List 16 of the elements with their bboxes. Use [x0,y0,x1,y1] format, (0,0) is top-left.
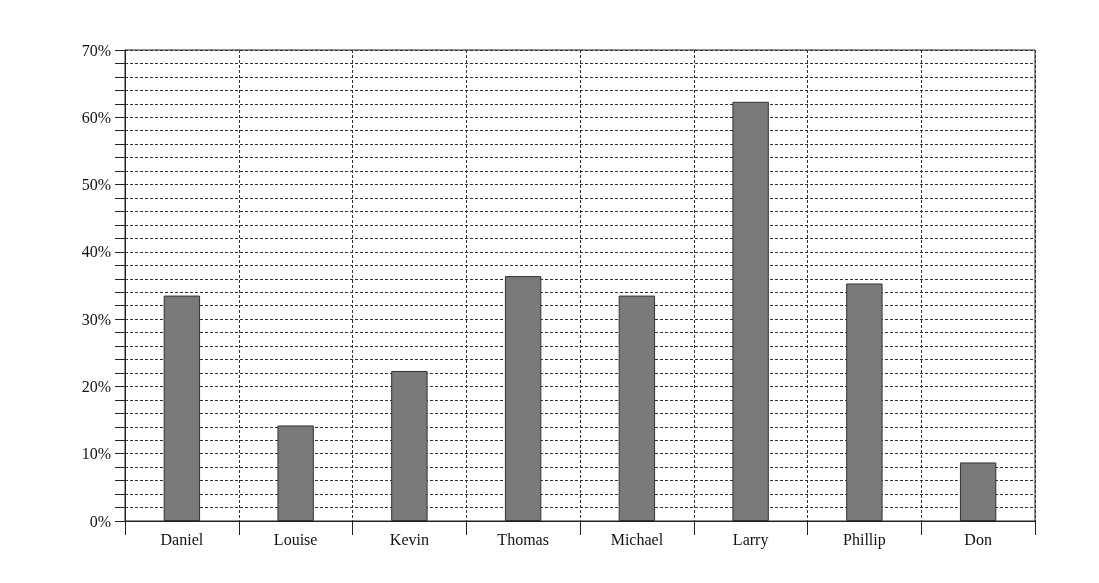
y-tick-label: 40% [81,243,111,261]
y-tick-label: 70% [81,41,111,59]
x-tick-label: Phillip [843,530,886,549]
x-tick-label: Don [964,530,992,548]
x-tick-label: Kevin [389,530,429,548]
y-tick-label: 0% [89,512,111,530]
x-tick-label: Daniel [160,530,204,548]
y-tick-label: 10% [81,445,111,463]
y-tick-label: 20% [81,377,111,395]
x-tick-label: Thomas [497,530,549,548]
y-tick-label: 60% [81,108,111,126]
x-tick-label: Louise [273,530,318,548]
x-tick-label: Michael [610,530,664,548]
y-tick-label: 50% [81,176,111,194]
x-tick-label: Larry [732,530,769,549]
y-tick-label: 30% [81,310,111,328]
